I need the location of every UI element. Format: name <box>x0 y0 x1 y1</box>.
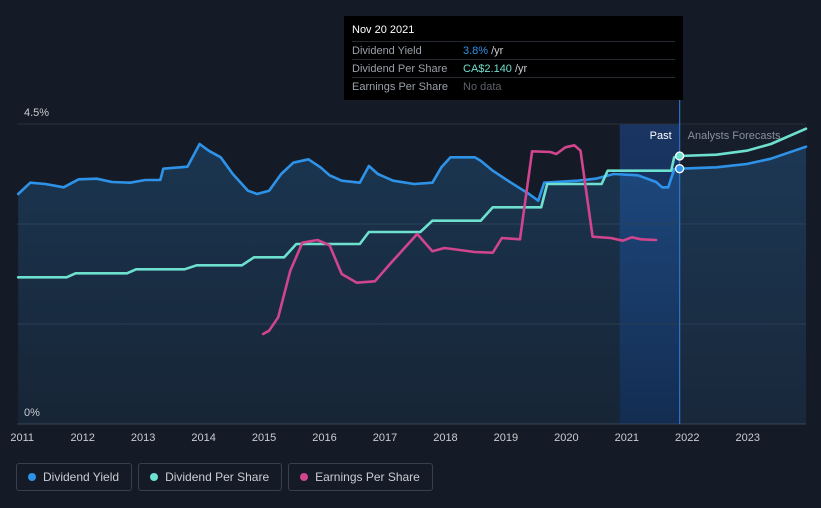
tooltip-row-dividend-yield: Dividend Yield 3.8%/yr <box>352 41 675 59</box>
tooltip-label: Dividend Per Share <box>352 62 448 75</box>
x-tick-label: 2017 <box>373 432 397 444</box>
x-tick-label: 2011 <box>10 432 34 444</box>
x-tick-label: 2013 <box>131 432 155 444</box>
x-tick-label: 2015 <box>252 432 276 444</box>
legend-item-dividend-yield[interactable]: Dividend Yield <box>16 463 133 491</box>
y-tick-label: 4.5% <box>24 107 49 119</box>
legend-label: Dividend Per Share <box>165 470 270 484</box>
x-tick-label: 2012 <box>70 432 94 444</box>
x-tick-label: 2021 <box>615 432 639 444</box>
legend-item-dividend-per-share[interactable]: Dividend Per Share <box>138 463 283 491</box>
tooltip-unit: /yr <box>491 44 504 57</box>
axis-labels: 4.5% 0% 2011 2012 2013 2014 2015 2016 2017 2018 20… <box>10 107 781 444</box>
dividend-per-share-marker <box>674 151 685 161</box>
earnings-per-share-dot-icon <box>300 473 309 481</box>
dividend-yield-line <box>16 142 808 202</box>
past-label: Past <box>650 130 672 142</box>
x-tick-label: 2014 <box>191 432 215 444</box>
tooltip-label: Dividend Yield <box>352 44 422 57</box>
earnings-per-share-line <box>261 144 658 336</box>
legend-label: Dividend Yield <box>43 470 120 484</box>
x-tick-label: 2016 <box>312 432 336 444</box>
x-tick-label: 2020 <box>554 432 578 444</box>
tooltip-row-dividend-per-share: Dividend Per Share CA$2.140/yr <box>352 59 675 77</box>
y-tick-label: 0% <box>24 407 40 419</box>
x-tick-label: 2022 <box>675 432 699 444</box>
tooltip-label: Earnings Per Share <box>352 80 448 93</box>
legend-label: Earnings Per Share <box>315 470 420 484</box>
tooltip-value: 3.8% <box>463 44 489 57</box>
hover-markers <box>674 151 685 174</box>
x-tick-label: 2018 <box>433 432 457 444</box>
tooltip-unit: /yr <box>514 62 528 75</box>
x-tick-label: 2019 <box>494 432 518 444</box>
tooltip-value: No data <box>463 80 502 93</box>
legend-item-earnings-per-share[interactable]: Earnings Per Share <box>288 463 433 491</box>
dividend-yield-marker <box>674 164 685 174</box>
dividend-per-share-dot-icon <box>150 473 159 481</box>
legend: Dividend Yield Dividend Per Share Earnin… <box>16 463 433 491</box>
yield-area <box>18 144 806 424</box>
dividend-yield-area <box>18 144 806 424</box>
forecast-label: Analysts Forecasts <box>688 130 781 142</box>
tooltip-date: Nov 20 2021 <box>352 24 415 36</box>
x-tick-label: 2023 <box>736 432 760 444</box>
dividend-yield-dot-icon <box>28 473 36 481</box>
tooltip-row-earnings-per-share: Earnings Per Share No data <box>352 77 675 95</box>
tooltip-value: CA$2.140 <box>463 62 512 75</box>
tooltip: Nov 20 2021 Dividend Yield 3.8%/yr Divid… <box>344 16 683 100</box>
